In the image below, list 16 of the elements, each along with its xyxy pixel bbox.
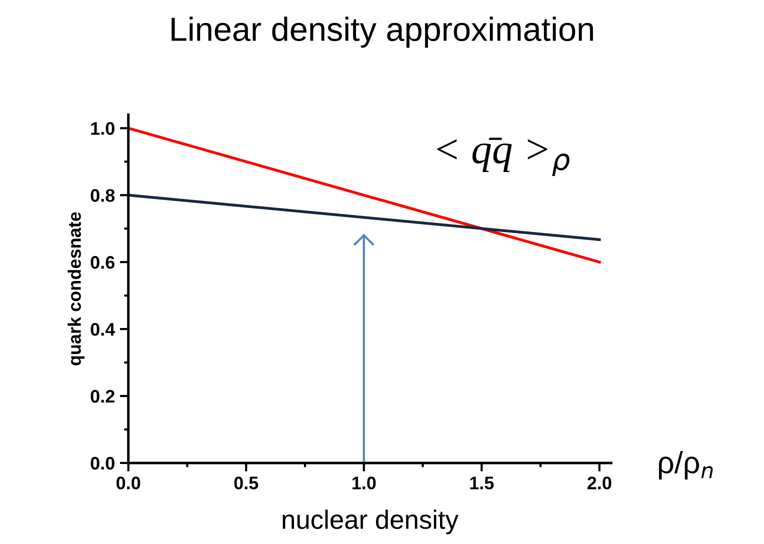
x-tick-label: 1.5 — [470, 476, 494, 490]
y-tick-label: 0.0 — [90, 456, 114, 470]
annotation: < q̄q >$_{ρ}$ — [437, 138, 570, 176]
y-tick-label: 0.8 — [90, 189, 115, 202]
y-axis-title: quark condesnate — [68, 212, 85, 366]
x-tick-label: 0.0 — [116, 476, 140, 490]
chart-title: Linear density approximation — [172, 16, 593, 48]
y-tick-label: 0.2 — [90, 390, 114, 403]
x-tick-label: 1.0 — [352, 476, 376, 490]
text: ρ/ρ$_{n}$ — [659, 450, 713, 480]
y-tick-label: 0.6 — [90, 256, 115, 269]
y-tick-label: 1.0 — [91, 122, 114, 135]
x-tick-label: 0.5 — [234, 476, 258, 490]
x-axis-title: nuclear density — [282, 510, 458, 534]
y-tick-label: 0.4 — [90, 322, 116, 336]
x-tick-label: 2.0 — [588, 476, 612, 490]
